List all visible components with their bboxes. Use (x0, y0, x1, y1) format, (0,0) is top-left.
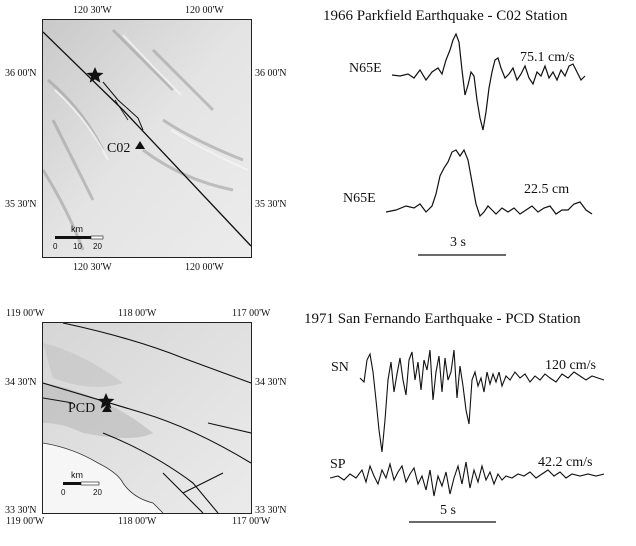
map2-ocean (43, 443, 163, 513)
map1-scale-tick-10: 10 (73, 242, 82, 251)
map1-top-lon-1: 120 30'W (73, 5, 112, 16)
map1-top-lon-2: 120 00'W (185, 5, 224, 16)
map1-scale-bar (55, 236, 91, 239)
panel2-trace1-value: 120 cm/s (545, 358, 596, 373)
map2-scale-tick-20: 20 (93, 488, 102, 497)
map1-bottom-lon-2: 120 00'W (185, 262, 224, 273)
panel1-trace2-label: N65E (343, 191, 376, 206)
map2-scale-unit: km (71, 470, 83, 480)
map1-scale-unit: km (71, 224, 83, 234)
map1-left-lat-1: 36 00'N (5, 68, 37, 79)
map2-relief (43, 323, 251, 513)
panel1-trace1-value: 75.1 cm/s (520, 50, 575, 65)
map2-bottom-lon-1: 119 00'W (6, 516, 45, 527)
panel2-trace1-label: SN (331, 360, 349, 375)
map2-san-fernando: PCD km 0 20 (42, 322, 252, 514)
map1-station-triangle-icon (135, 141, 145, 149)
map2-top-lon-2: 118 00'W (118, 308, 157, 319)
map1-right-lat-2: 35 30'N (255, 199, 287, 210)
map2-fault-lines (43, 323, 251, 513)
panel2-title: 1971 San Fernando Earthquake - PCD Stati… (304, 311, 581, 327)
map1-parkfield: C02 km 0 10 20 (42, 19, 252, 258)
panel1-trace2-value: 22.5 cm (524, 182, 570, 197)
panel2-trace2-label: SP (330, 457, 346, 472)
map2-scale-tick-0: 0 (61, 488, 66, 497)
map1-station-label: C02 (107, 141, 131, 156)
map2-left-lat-2: 33 30'N (5, 505, 37, 516)
panel1-title: 1966 Parkfield Earthquake - C02 Station (323, 8, 568, 24)
map2-bottom-lon-2: 118 00'W (118, 516, 157, 527)
map1-left-lat-2: 35 30'N (5, 199, 37, 210)
panel2-time-bar-label: 5 s (440, 503, 456, 518)
map2-bottom-lon-3: 117 00'W (232, 516, 271, 527)
panel1-trace1-label: N65E (349, 61, 382, 76)
map1-scale-tick-0: 0 (53, 242, 58, 251)
map1-scale-tick-20: 20 (93, 242, 102, 251)
panel1-time-bar-label: 3 s (450, 235, 466, 250)
map2-top-lon-1: 119 00'W (6, 308, 45, 319)
map1-fault-line (43, 31, 251, 247)
map2-epicenter-star-icon (97, 393, 115, 409)
map2-station-label: PCD (68, 401, 96, 416)
map1-bottom-lon-1: 120 30'W (73, 262, 112, 273)
map2-scale-bar (63, 482, 81, 485)
map2-station-triangle-icon (102, 404, 112, 412)
map2-top-lon-3: 117 00'W (232, 308, 271, 319)
map1-epicenter-star-icon (86, 67, 104, 83)
map2-left-lat-1: 34 30'N (5, 377, 37, 388)
panel2-trace2-value: 42.2 cm/s (538, 455, 593, 470)
map2-right-lat-2: 33 30'N (255, 505, 287, 516)
map1-relief (43, 20, 251, 257)
map2-right-lat-1: 34 30'N (255, 377, 287, 388)
panel1-velocity-trace (391, 32, 586, 131)
map1-right-lat-1: 36 00'N (255, 68, 287, 79)
